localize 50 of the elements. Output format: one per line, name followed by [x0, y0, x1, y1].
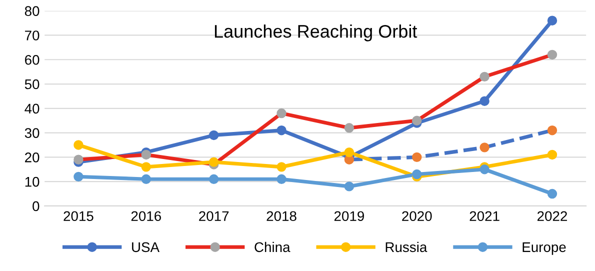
point [141, 174, 152, 184]
point [547, 50, 558, 60]
y-tick-label: 40 [24, 104, 40, 114]
y-tick-label: 80 [24, 6, 40, 16]
x-tick-label: 2020 [402, 211, 432, 222]
y-tick-label: 10 [25, 176, 40, 187]
point [412, 116, 422, 126]
point [276, 125, 286, 136]
x-tick-label: 2017 [199, 211, 229, 222]
y-tick-label: 50 [24, 79, 40, 90]
x-tick-label: 2018 [266, 211, 296, 222]
point [276, 108, 286, 118]
point [208, 174, 219, 184]
point [547, 125, 558, 136]
point [141, 150, 152, 160]
point [344, 147, 354, 158]
point [74, 154, 84, 164]
text: Launches Reaching Orbit [214, 24, 418, 42]
legend-label: USA [132, 242, 160, 252]
x-tick-label: 2021 [470, 211, 500, 222]
legend-label: Europe [522, 242, 566, 255]
point [547, 188, 558, 199]
x-tick-label: 2019 [334, 211, 364, 222]
point [547, 16, 558, 26]
y-tick-label: 20 [25, 152, 40, 162]
point [208, 157, 219, 167]
point [141, 162, 152, 172]
point [208, 130, 219, 140]
point [276, 174, 286, 184]
point [480, 72, 490, 82]
point [547, 150, 558, 160]
point [344, 123, 354, 133]
x-tick-label: 2016 [131, 211, 161, 222]
point [480, 96, 490, 106]
legend-label: China [254, 242, 290, 252]
point [74, 172, 84, 182]
point [276, 162, 286, 172]
point [480, 164, 490, 174]
y-tick-label: 30 [24, 128, 40, 138]
x-tick-label: 2015 [64, 211, 94, 222]
legend-label: Russia [386, 242, 428, 252]
point [344, 182, 354, 192]
point [412, 152, 422, 162]
point [480, 142, 490, 152]
y-tick-label: 70 [25, 30, 40, 40]
point [74, 140, 84, 150]
y-tick-label: 60 [25, 54, 40, 65]
x-tick-label: 2022 [537, 211, 567, 222]
point [412, 169, 422, 180]
y-tick-label: 0 [32, 201, 40, 212]
